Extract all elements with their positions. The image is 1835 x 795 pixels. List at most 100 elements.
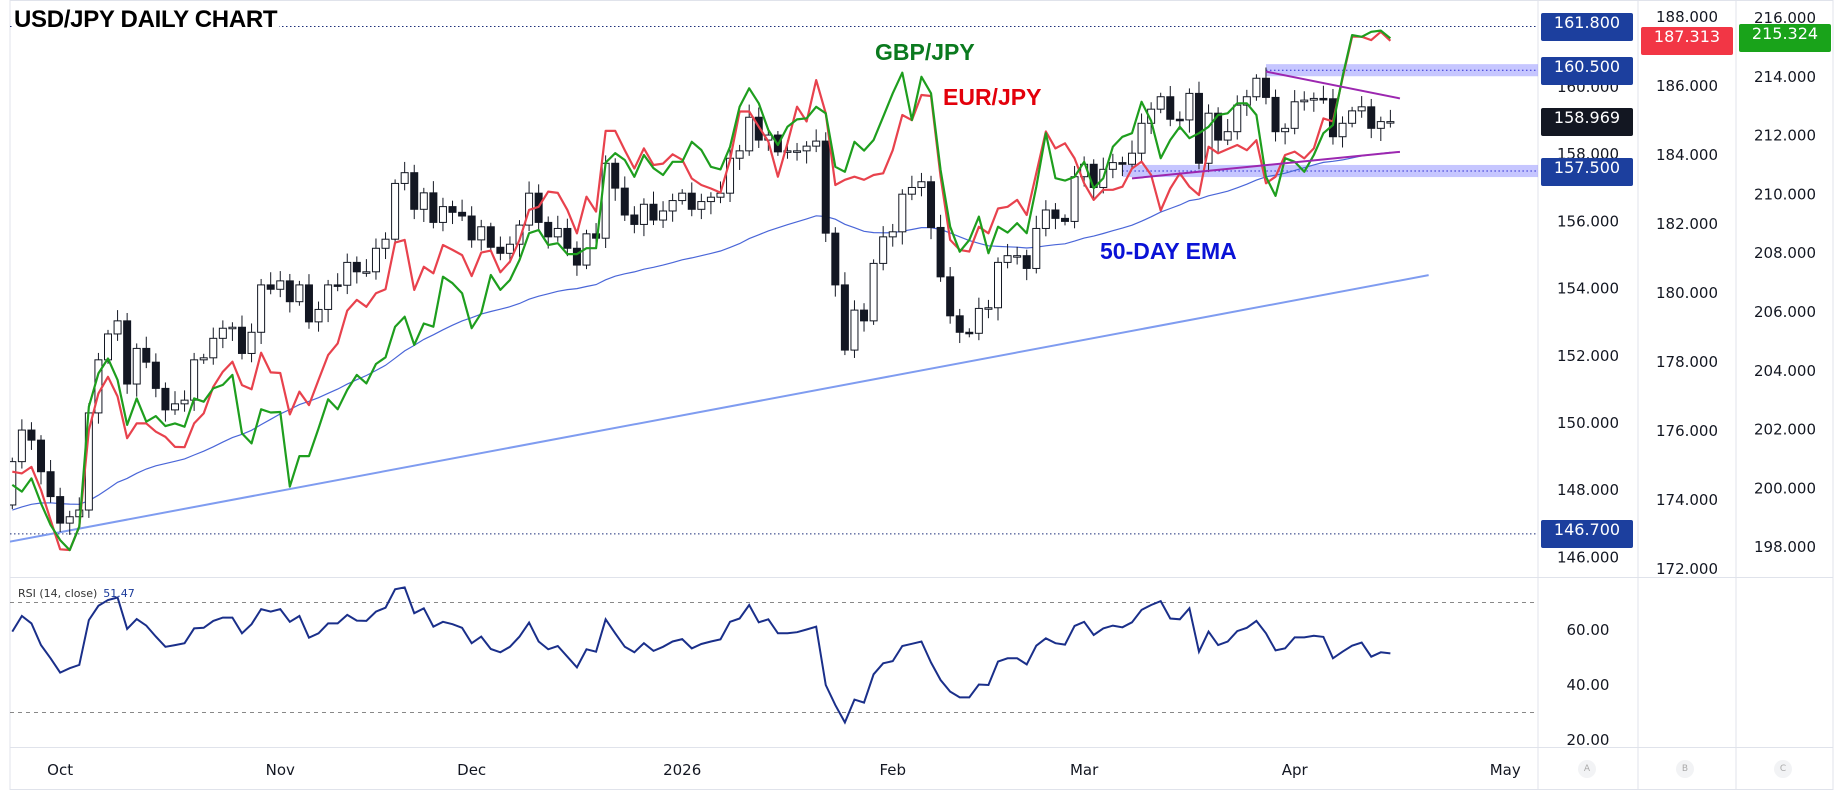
candle-body: [56, 496, 65, 524]
candle-body: [611, 162, 620, 189]
candle: [927, 175, 936, 240]
candle-body: [247, 331, 256, 354]
candle: [572, 241, 581, 276]
gbpjpy-axis-tick: 202.000: [1754, 421, 1816, 439]
candle-body: [1357, 106, 1366, 112]
candle: [314, 301, 323, 332]
candle: [1127, 140, 1136, 170]
main-pane[interactable]: [3, 26, 1538, 552]
candle-body: [132, 347, 141, 385]
candle: [946, 267, 955, 324]
candle-body: [448, 206, 457, 213]
gbpjpy-axis-tick: 214.000: [1754, 68, 1816, 86]
long-term-trendline: [10, 274, 1429, 543]
candle-body: [1051, 209, 1060, 219]
scale-a-button[interactable]: A: [1578, 760, 1596, 778]
candle-body: [276, 280, 285, 290]
gbpjpy-axis-tick: 200.000: [1754, 479, 1816, 497]
candle-body: [1242, 96, 1251, 106]
candle-body: [706, 196, 715, 203]
candle-body: [458, 211, 467, 217]
usdjpy-axis-tick: 152.000: [1557, 347, 1619, 365]
candle: [706, 192, 715, 215]
candle-body: [237, 326, 246, 354]
candle-body: [419, 192, 428, 210]
candle: [371, 238, 380, 280]
candle-body: [1032, 227, 1041, 269]
candle-body: [649, 203, 658, 221]
candle-body: [1386, 121, 1395, 124]
candle-body: [27, 429, 36, 441]
rsi-pane[interactable]: [10, 586, 1538, 725]
candle: [994, 257, 1003, 321]
candle: [65, 510, 74, 535]
time-axis-tick: Apr: [1282, 761, 1309, 779]
chart-frame: [9, 0, 1834, 790]
time-axis-tick: May: [1490, 761, 1521, 779]
candle: [907, 175, 916, 201]
candle-body: [802, 145, 811, 152]
candle: [1376, 116, 1385, 141]
candle: [170, 391, 179, 415]
candle: [285, 273, 294, 313]
usdjpy-axis-tick: 148.000: [1557, 481, 1619, 499]
candle-body: [190, 359, 199, 401]
candle: [113, 310, 122, 341]
eurjpy-axis-tick: 176.000: [1656, 422, 1718, 440]
candle-body: [592, 233, 601, 239]
candle: [1252, 74, 1261, 101]
candle: [802, 141, 811, 164]
candle-body: [295, 284, 304, 303]
candle-body: [984, 307, 993, 310]
rsi-legend[interactable]: RSI (14, close) 51.47: [18, 587, 135, 600]
candle-body: [1022, 255, 1031, 269]
candle: [180, 390, 189, 412]
candle: [812, 129, 821, 153]
candle: [525, 181, 534, 232]
candle-body: [352, 261, 361, 273]
eurjpy-axis-tick: 188.000: [1656, 8, 1718, 26]
candle-body: [1013, 255, 1022, 258]
candle: [438, 197, 447, 232]
candle: [936, 214, 945, 282]
candle: [123, 312, 132, 394]
candle: [984, 299, 993, 319]
candle-body: [1003, 255, 1012, 263]
scale-c-button[interactable]: C: [1774, 760, 1792, 778]
candle: [668, 193, 677, 222]
candle-body: [1185, 92, 1194, 121]
axes[interactable]: 146.000 148.000 150.000 152.000 154.000 156.0…: [47, 8, 1816, 779]
candle: [419, 187, 428, 222]
candle: [1233, 95, 1242, 140]
candle-body: [1376, 121, 1385, 129]
candle-body: [1204, 112, 1213, 164]
candle: [343, 253, 352, 295]
candle-body: [716, 192, 725, 198]
gbpjpy-axis-tick: 212.000: [1754, 127, 1816, 145]
candle: [1003, 243, 1012, 269]
candle-body: [1281, 127, 1290, 133]
candle: [151, 353, 160, 398]
candle: [304, 274, 313, 329]
scale-b-button[interactable]: B: [1676, 760, 1694, 778]
candle: [56, 487, 65, 532]
candle-body: [17, 429, 26, 463]
candle: [266, 272, 275, 295]
candle: [209, 327, 218, 365]
candle-body: [333, 284, 342, 287]
candle: [1204, 104, 1213, 173]
eurjpy-annotation: EUR/JPY: [943, 84, 1042, 110]
candle: [27, 422, 36, 450]
candle: [1156, 92, 1165, 114]
candle-body: [343, 261, 352, 286]
candle-body: [1338, 122, 1347, 138]
candle: [190, 352, 199, 411]
candle-body: [1309, 97, 1318, 101]
candle-body: [687, 192, 696, 210]
candle-body: [936, 226, 945, 278]
candle: [793, 142, 802, 161]
candle: [1386, 109, 1395, 128]
candle-body: [639, 203, 648, 225]
candle-body: [668, 200, 677, 212]
